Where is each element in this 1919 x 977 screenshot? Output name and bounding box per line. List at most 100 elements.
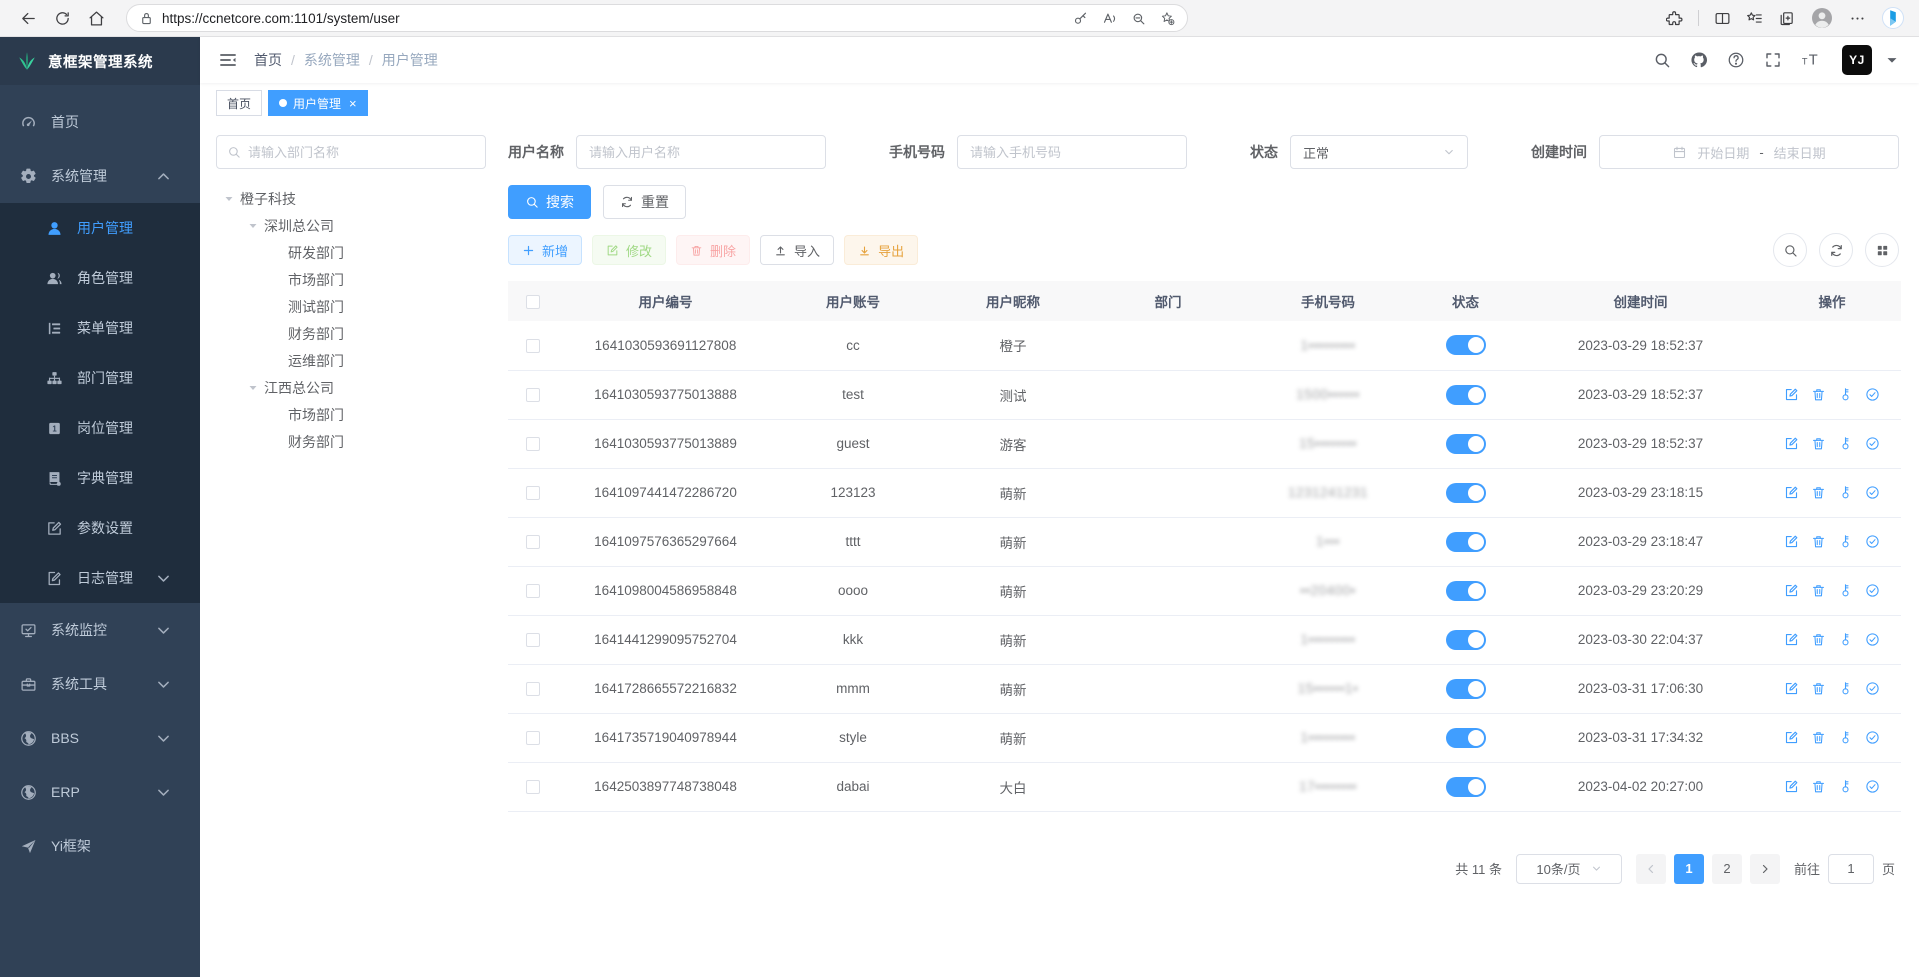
edit-square-icon[interactable]: [1784, 387, 1799, 402]
zoom-out-icon[interactable]: [1131, 11, 1146, 26]
tree-node-市场部门[interactable]: 市场部门: [216, 401, 486, 428]
tree-expand-caret-icon[interactable]: [222, 192, 236, 206]
sidebar-item-param[interactable]: 参数设置: [0, 503, 200, 553]
check-circle-icon[interactable]: [1865, 485, 1880, 500]
sidebar-item-tool[interactable]: 系统工具: [0, 657, 200, 711]
tree-node-运维部门[interactable]: 运维部门: [216, 347, 486, 374]
prev-page-button[interactable]: [1635, 853, 1666, 884]
header-search-icon[interactable]: [1653, 51, 1671, 69]
split-screen-icon[interactable]: [1714, 10, 1731, 27]
edit-square-icon[interactable]: [1784, 485, 1799, 500]
status-toggle[interactable]: [1445, 580, 1486, 601]
trash-icon[interactable]: [1811, 730, 1826, 745]
tab-用户管理[interactable]: 用户管理 ×: [268, 90, 368, 116]
next-page-button[interactable]: [1749, 853, 1780, 884]
status-toggle[interactable]: [1445, 727, 1486, 748]
password-key-icon[interactable]: [1073, 11, 1088, 26]
status-toggle[interactable]: [1445, 335, 1486, 356]
sidebar-item-yiframe[interactable]: Yi框架: [0, 819, 200, 873]
toggle-search-button[interactable]: [1773, 233, 1807, 267]
reset-password-key-icon[interactable]: [1838, 730, 1853, 745]
status-toggle[interactable]: [1445, 629, 1486, 650]
edit-square-icon[interactable]: [1784, 681, 1799, 696]
status-toggle[interactable]: [1445, 776, 1486, 797]
reset-password-key-icon[interactable]: [1838, 779, 1853, 794]
sidebar-item-log[interactable]: 日志管理: [0, 553, 200, 603]
favorite-add-icon[interactable]: [1160, 11, 1175, 26]
tree-node-测试部门[interactable]: 测试部门: [216, 293, 486, 320]
reset-password-key-icon[interactable]: [1838, 387, 1853, 402]
tree-expand-caret-icon[interactable]: [246, 381, 260, 395]
dept-search-input[interactable]: [248, 144, 475, 160]
page-button-1[interactable]: 1: [1673, 853, 1704, 884]
sidebar-item-bbs[interactable]: BBS: [0, 711, 200, 765]
trash-icon[interactable]: [1811, 534, 1826, 549]
browser-refresh-button[interactable]: [48, 4, 76, 32]
browser-more-icon[interactable]: [1849, 10, 1866, 27]
url-text[interactable]: https://ccnetcore.com:1101/system/user: [162, 10, 400, 26]
sidebar-item-home[interactable]: 首页: [0, 95, 200, 149]
read-aloud-icon[interactable]: [1102, 11, 1117, 26]
trash-icon[interactable]: [1811, 436, 1826, 451]
tree-node-研发部门[interactable]: 研发部门: [216, 239, 486, 266]
github-icon[interactable]: [1690, 51, 1708, 69]
date-range-picker[interactable]: 开始日期 - 结束日期: [1599, 135, 1899, 169]
row-checkbox[interactable]: [526, 731, 540, 746]
search-button[interactable]: 搜索: [508, 185, 591, 219]
row-checkbox[interactable]: [526, 535, 540, 550]
check-circle-icon[interactable]: [1865, 632, 1880, 647]
sidebar-item-system[interactable]: 系统管理: [0, 149, 200, 203]
sidebar-item-erp[interactable]: ERP: [0, 765, 200, 819]
status-toggle[interactable]: [1445, 531, 1486, 552]
check-circle-icon[interactable]: [1865, 534, 1880, 549]
browser-home-button[interactable]: [82, 4, 110, 32]
select-all-checkbox[interactable]: [526, 294, 540, 309]
address-bar[interactable]: https://ccnetcore.com:1101/system/user: [126, 4, 1188, 32]
edit-square-icon[interactable]: [1784, 632, 1799, 647]
tree-node-市场部门[interactable]: 市场部门: [216, 266, 486, 293]
row-checkbox[interactable]: [526, 780, 540, 795]
row-checkbox[interactable]: [526, 633, 540, 648]
export-button[interactable]: 导出: [844, 235, 919, 265]
row-checkbox[interactable]: [526, 437, 540, 452]
trash-icon[interactable]: [1811, 485, 1826, 500]
tree-node-橙子科技[interactable]: 橙子科技: [216, 185, 486, 212]
row-checkbox[interactable]: [526, 584, 540, 599]
column-settings-button[interactable]: [1865, 233, 1899, 267]
reset-password-key-icon[interactable]: [1838, 632, 1853, 647]
collections-icon[interactable]: [1778, 10, 1795, 27]
tree-node-江西总公司[interactable]: 江西总公司: [216, 374, 486, 401]
browser-back-button[interactable]: [14, 4, 42, 32]
check-circle-icon[interactable]: [1865, 436, 1880, 451]
close-icon[interactable]: ×: [349, 95, 357, 111]
edit-square-icon[interactable]: [1784, 583, 1799, 598]
phone-input[interactable]: [970, 144, 1174, 160]
check-circle-icon[interactable]: [1865, 730, 1880, 745]
trash-icon[interactable]: [1811, 632, 1826, 647]
row-checkbox[interactable]: [526, 682, 540, 697]
avatar[interactable]: YJ: [1842, 45, 1872, 75]
tree-node-财务部门[interactable]: 财务部门: [216, 428, 486, 455]
trash-icon[interactable]: [1811, 387, 1826, 402]
edit-square-icon[interactable]: [1784, 534, 1799, 549]
tab-首页[interactable]: 首页: [216, 90, 263, 116]
app-logo[interactable]: 意框架管理系统: [0, 37, 200, 85]
trash-icon[interactable]: [1811, 583, 1826, 598]
status-toggle[interactable]: [1445, 678, 1486, 699]
tree-node-深圳总公司[interactable]: 深圳总公司: [216, 212, 486, 239]
reset-button[interactable]: 重置: [603, 185, 686, 219]
page-button-2[interactable]: 2: [1711, 853, 1742, 884]
edit-square-icon[interactable]: [1784, 730, 1799, 745]
row-checkbox[interactable]: [526, 338, 540, 353]
reset-password-key-icon[interactable]: [1838, 583, 1853, 598]
status-toggle[interactable]: [1445, 384, 1486, 405]
copilot-icon[interactable]: [1881, 6, 1905, 30]
status-toggle[interactable]: [1445, 433, 1486, 454]
edit-square-icon[interactable]: [1784, 436, 1799, 451]
refresh-table-button[interactable]: [1819, 233, 1853, 267]
delete-button[interactable]: 删除: [676, 235, 751, 265]
edit-square-icon[interactable]: [1784, 779, 1799, 794]
sidebar-item-menu[interactable]: 菜单管理: [0, 303, 200, 353]
check-circle-icon[interactable]: [1865, 387, 1880, 402]
